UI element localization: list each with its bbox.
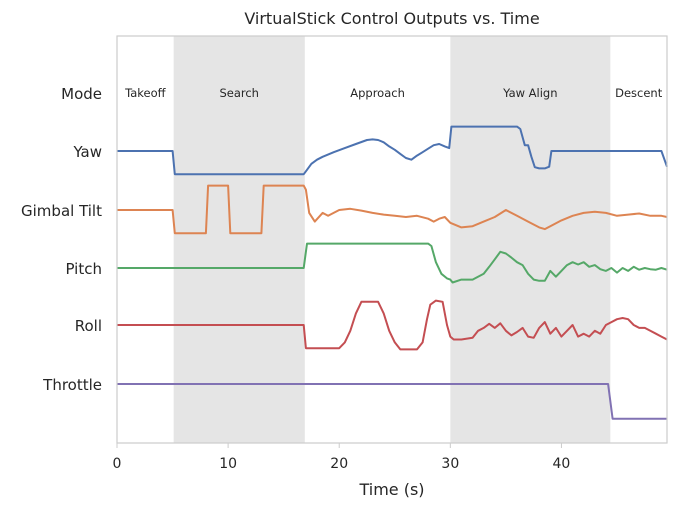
x-axis-ticks: 0 10 20 30 40 [113,443,571,472]
x-tick-label: 20 [330,456,348,472]
row-label: Gimbal Tilt [21,202,102,220]
phase-label: Approach [350,86,405,100]
series-line-pitch [117,242,668,284]
x-tick-label: 10 [219,456,237,472]
row-label: Pitch [65,260,102,278]
x-tick-label: 40 [553,456,571,472]
row-label: Yaw [72,143,102,161]
phase-bands [173,36,611,443]
phase-band-1 [173,36,305,443]
x-axis-label: Time (s) [358,480,424,499]
row-labels: Mode Yaw Gimbal Tilt Pitch Roll Throttle [21,85,102,394]
phase-label: Descent [615,86,663,100]
chart-title: VirtualStick Control Outputs vs. Time [244,9,539,28]
phase-labels: Takeoff Search Approach Yaw Align Descent [124,86,663,100]
phase-label: Takeoff [124,86,167,100]
series-line-yaw [117,125,668,176]
phase-label: Search [219,86,259,100]
plot-frame [116,35,668,444]
series-line-throttle [117,383,667,420]
series-line-roll [117,299,668,351]
row-label: Throttle [42,376,102,394]
series-line-gimbal-tilt [117,184,668,235]
phase-band-3 [450,36,611,443]
series-lines [117,125,668,420]
phase-label: Yaw Align [502,86,557,100]
x-tick-label: 30 [441,456,459,472]
row-label: Mode [61,85,102,103]
row-label: Roll [75,317,102,335]
x-tick-label: 0 [113,456,122,472]
